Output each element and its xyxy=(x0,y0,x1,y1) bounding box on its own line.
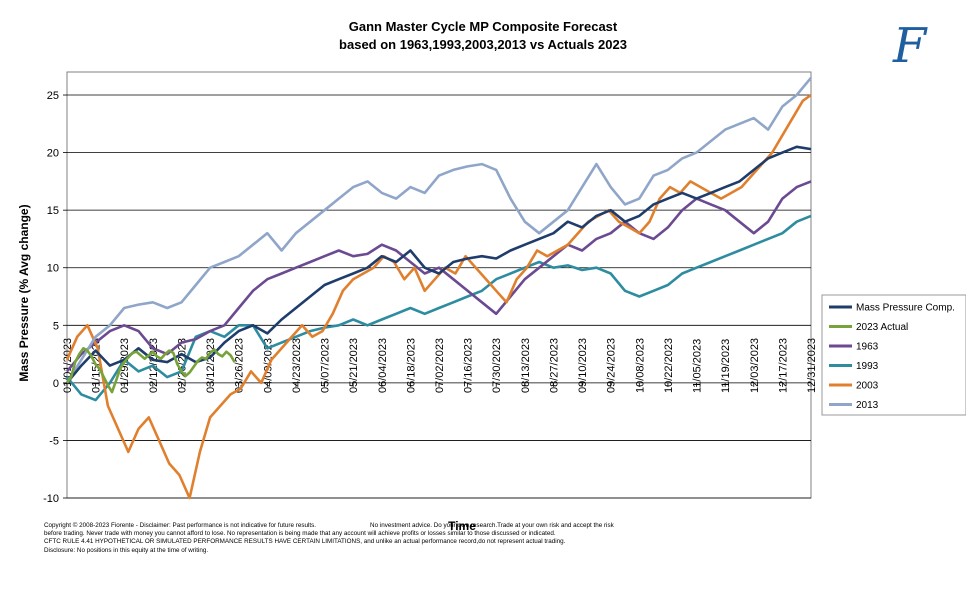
xtick-label: 07/16/2023 xyxy=(463,338,475,393)
xtick-label: 04/23/2023 xyxy=(291,338,303,393)
xtick-label: 11/19/2023 xyxy=(720,339,732,393)
xtick-label: 05/21/2023 xyxy=(348,338,360,393)
xtick-label: 06/18/2023 xyxy=(405,338,417,393)
legend-label-2: 1963 xyxy=(856,342,879,353)
xtick-label: 07/02/2023 xyxy=(434,338,446,393)
series-line-0 xyxy=(65,145,812,384)
xtick-label: 12/31/2023 xyxy=(806,338,818,393)
series-line-1 xyxy=(65,346,236,394)
xtick-label: 10/22/2023 xyxy=(663,338,675,393)
xtick-label: 06/04/2023 xyxy=(377,338,389,393)
ytick-label: 10 xyxy=(47,263,59,275)
xtick-label: 03/12/2023 xyxy=(205,338,217,393)
disclaimer: Copyright © 2008-2023 Fiorente - Disclai… xyxy=(44,522,814,555)
disclaimer-line3: CFTC RULE 4.41 HYPOTHETICAL OR SIMULATED… xyxy=(44,538,566,546)
legend-label-0: Mass Pressure Comp. xyxy=(856,303,955,314)
ytick-label: -10 xyxy=(43,493,59,505)
legend-label-1: 2023 Actual xyxy=(856,322,908,333)
xtick-label: 10/08/2023 xyxy=(634,338,646,393)
plot-area xyxy=(66,71,812,499)
xtick-label: 12/17/2023 xyxy=(777,338,789,393)
x-axis-label: Time xyxy=(448,519,476,533)
legend-label-3: 1993 xyxy=(856,361,879,372)
ytick-label: -5 xyxy=(49,435,59,447)
xtick-label: 11/05/2023 xyxy=(692,339,704,393)
xtick-label: 08/13/2023 xyxy=(520,338,532,393)
xtick-label: 05/07/2023 xyxy=(320,338,332,393)
chart-title-line2: based on 1963,1993,2003,2013 vs Actuals … xyxy=(339,37,627,52)
series-line-2 xyxy=(65,180,812,373)
legend-label-4: 2003 xyxy=(856,381,879,392)
series-line-5 xyxy=(65,76,812,384)
xtick-label: 03/26/2023 xyxy=(234,338,246,393)
chart-title-line1: Gann Master Cycle MP Composite Forecast xyxy=(348,19,618,34)
brand-logo-icon: F xyxy=(893,18,927,74)
legend-box xyxy=(821,294,966,416)
xtick-label: 12/03/2023 xyxy=(749,338,761,393)
disclaimer-line2: before trading. Never trade with money y… xyxy=(44,530,556,538)
ytick-label: 5 xyxy=(53,320,59,332)
xtick-label: 07/30/2023 xyxy=(491,338,503,393)
xtick-label: 02/26/2023 xyxy=(176,338,188,393)
ytick-label: 0 xyxy=(53,378,59,390)
legend-label-5: 2013 xyxy=(856,400,879,411)
xtick-label: 01/29/2023 xyxy=(119,338,131,393)
ytick-label: 15 xyxy=(47,205,59,217)
disclaimer-line1: Copyright © 2008-2023 Fiorente - Disclai… xyxy=(44,522,614,529)
xtick-label: 08/27/2023 xyxy=(548,338,560,393)
y-axis-label: Mass Pressure (% Avg change) xyxy=(17,204,31,381)
ytick-label: 20 xyxy=(47,148,59,160)
xtick-label: 09/10/2023 xyxy=(577,338,589,393)
ytick-label: 25 xyxy=(47,90,59,102)
legend: Mass Pressure Comp. 2023 Actual 1963 1993 20… xyxy=(821,294,966,416)
series-line-3 xyxy=(65,214,812,402)
xtick-label: 09/24/2023 xyxy=(606,338,618,393)
disclaimer-line4: Disclosure: No positions in this equity … xyxy=(44,546,209,554)
